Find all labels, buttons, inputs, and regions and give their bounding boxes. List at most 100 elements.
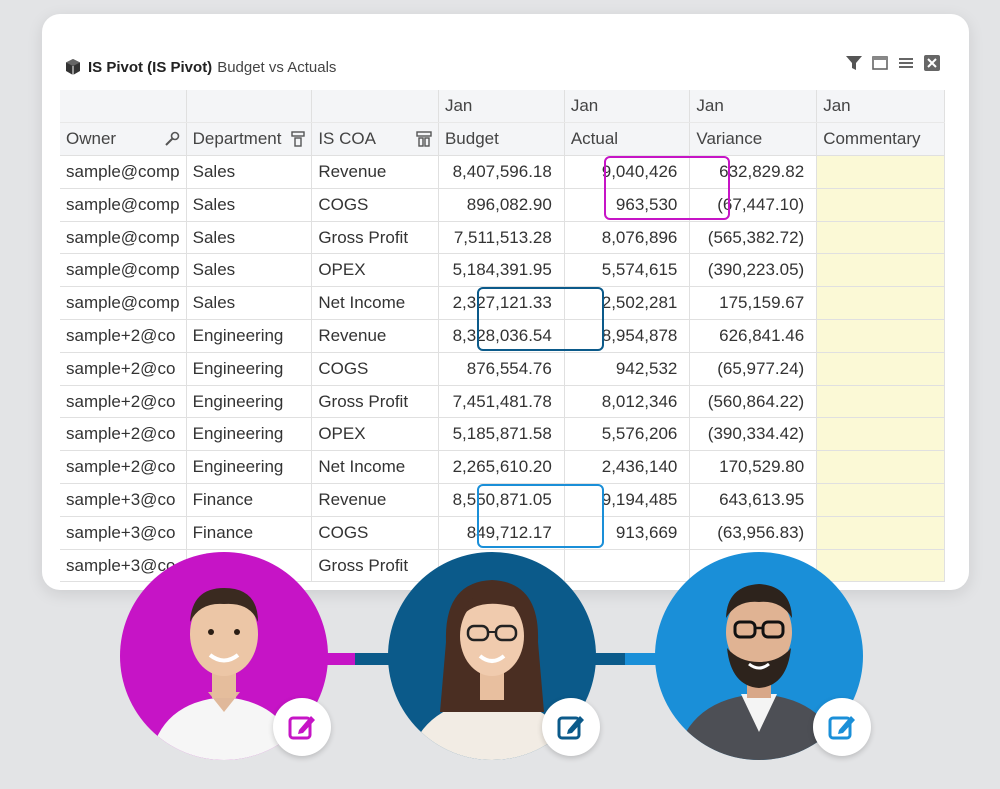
variance-cell[interactable]: 643,613.95 [689,483,818,517]
column-header-commentary[interactable]: Commentary [816,122,945,157]
variance-cell[interactable]: 632,829.82 [689,155,818,189]
is-coa-cell[interactable]: OPEX [311,417,439,452]
department-cell[interactable]: Sales [186,188,313,222]
department-cell[interactable]: Sales [186,253,313,288]
owner-cell[interactable]: sample+2@co [60,385,187,419]
commentary-cell[interactable] [816,385,945,419]
department-cell[interactable]: Engineering [186,385,313,419]
variance-cell[interactable]: 170,529.80 [689,450,818,485]
is-coa-cell[interactable]: Revenue [311,483,439,517]
department-cell[interactable]: Sales [186,155,313,189]
column-header-variance[interactable]: Variance [689,122,818,157]
department-cell[interactable]: Engineering [186,352,313,386]
filter-icon[interactable] [845,54,863,72]
budget-cell[interactable]: 2,327,121.33 [438,286,565,321]
is-coa-cell[interactable]: Gross Profit [311,549,439,583]
budget-cell[interactable]: 5,185,871.58 [438,417,565,452]
column-header-owner[interactable]: Owner [60,122,187,157]
is-coa-cell[interactable]: Net Income [311,450,439,485]
department-cell[interactable]: Finance [186,516,313,550]
department-cell[interactable]: Sales [186,286,313,321]
budget-cell[interactable]: 8,328,036.54 [438,319,565,353]
owner-cell[interactable]: sample+3@co [60,483,187,517]
owner-cell[interactable]: sample+2@co [60,417,187,452]
commentary-cell[interactable] [816,549,945,583]
edit-button[interactable] [273,698,331,756]
commentary-cell[interactable] [816,286,945,321]
owner-cell[interactable]: sample@comp [60,221,187,255]
department-cell[interactable]: Engineering [186,417,313,452]
close-icon[interactable] [923,54,941,72]
owner-cell[interactable]: sample@comp [60,286,187,321]
pivot-icon[interactable] [291,131,306,147]
commentary-cell[interactable] [816,516,945,550]
actual-cell[interactable] [564,549,691,583]
commentary-cell[interactable] [816,221,945,255]
is-coa-cell[interactable]: Gross Profit [311,221,439,255]
department-cell[interactable]: Sales [186,221,313,255]
variance-cell[interactable]: 626,841.46 [689,319,818,353]
variance-cell[interactable]: (63,956.83) [689,516,818,550]
owner-cell[interactable]: sample@comp [60,188,187,222]
menu-icon[interactable] [897,54,915,72]
department-cell[interactable]: Engineering [186,450,313,485]
budget-cell[interactable]: 849,712.17 [438,516,565,550]
owner-cell[interactable]: sample+2@co [60,450,187,485]
edit-button[interactable] [542,698,600,756]
budget-cell[interactable]: 5,184,391.95 [438,253,565,288]
window-icon[interactable] [871,54,889,72]
budget-cell[interactable]: 896,082.90 [438,188,565,222]
commentary-cell[interactable] [816,155,945,189]
budget-cell[interactable]: 7,511,513.28 [438,221,565,255]
variance-cell[interactable]: (560,864.22) [689,385,818,419]
actual-cell[interactable]: 942,532 [564,352,691,386]
actual-cell[interactable]: 913,669 [564,516,691,550]
actual-cell[interactable]: 8,954,878 [564,319,691,353]
commentary-cell[interactable] [816,319,945,353]
is-coa-cell[interactable]: Net Income [311,286,439,321]
department-cell[interactable]: Engineering [186,319,313,353]
is-coa-cell[interactable]: COGS [311,516,439,550]
variance-cell[interactable]: (67,447.10) [689,188,818,222]
column-header-actual[interactable]: Actual [564,122,691,157]
actual-cell[interactable]: 5,576,206 [564,417,691,452]
actual-cell[interactable]: 2,436,140 [564,450,691,485]
actual-cell[interactable]: 9,194,485 [564,483,691,517]
budget-cell[interactable]: 2,265,610.20 [438,450,565,485]
is-coa-cell[interactable]: COGS [311,352,439,386]
actual-cell[interactable]: 9,040,426 [564,155,691,189]
budget-cell[interactable]: 876,554.76 [438,352,565,386]
column-header-is-coa[interactable]: IS COA [311,122,439,157]
budget-cell[interactable]: 8,550,871.05 [438,483,565,517]
column-header-budget[interactable]: Budget [438,122,565,157]
pivot-icon[interactable] [416,131,432,147]
commentary-cell[interactable] [816,483,945,517]
variance-cell[interactable]: (565,382.72) [689,221,818,255]
owner-cell[interactable]: sample+2@co [60,319,187,353]
is-coa-cell[interactable]: COGS [311,188,439,222]
department-cell[interactable]: Finance [186,483,313,517]
edit-button[interactable] [813,698,871,756]
pin-icon[interactable] [164,131,180,147]
commentary-cell[interactable] [816,352,945,386]
commentary-cell[interactable] [816,253,945,288]
commentary-cell[interactable] [816,188,945,222]
variance-cell[interactable]: (390,223.05) [689,253,818,288]
variance-cell[interactable]: 175,159.67 [689,286,818,321]
actual-cell[interactable]: 5,574,615 [564,253,691,288]
actual-cell[interactable]: 2,502,281 [564,286,691,321]
is-coa-cell[interactable]: OPEX [311,253,439,288]
owner-cell[interactable]: sample@comp [60,155,187,189]
is-coa-cell[interactable]: Revenue [311,155,439,189]
actual-cell[interactable]: 8,076,896 [564,221,691,255]
variance-cell[interactable]: (390,334.42) [689,417,818,452]
column-header-department[interactable]: Department [186,122,313,157]
commentary-cell[interactable] [816,417,945,452]
is-coa-cell[interactable]: Gross Profit [311,385,439,419]
actual-cell[interactable]: 8,012,346 [564,385,691,419]
commentary-cell[interactable] [816,450,945,485]
variance-cell[interactable]: (65,977.24) [689,352,818,386]
budget-cell[interactable]: 8,407,596.18 [438,155,565,189]
actual-cell[interactable]: 963,530 [564,188,691,222]
owner-cell[interactable]: sample@comp [60,253,187,288]
